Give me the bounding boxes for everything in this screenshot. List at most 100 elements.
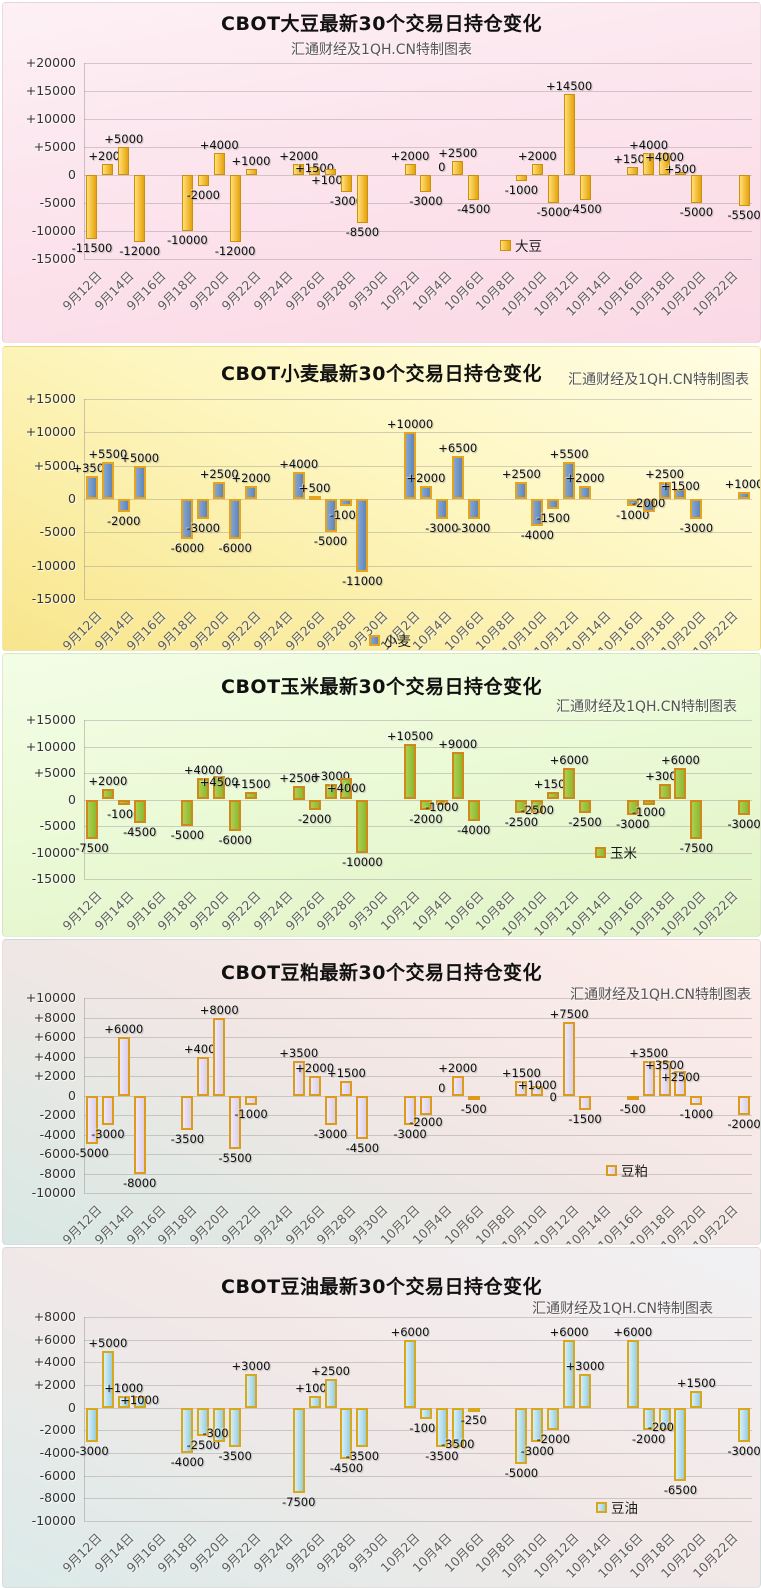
bar-value-label: +1500 <box>660 479 700 494</box>
gridline <box>84 1096 752 1097</box>
bar-10月16日 <box>626 799 639 816</box>
bar-9月15日 <box>134 175 146 243</box>
bar-9月19日 <box>197 499 210 519</box>
bar-9月13日 <box>101 1351 114 1408</box>
bar-10月12日 <box>563 1339 576 1408</box>
bar-10月18日 <box>659 152 671 175</box>
bar-value-label: +1500 <box>326 1065 366 1080</box>
bar-value-label: -4000 <box>520 527 554 542</box>
bar-9月15日 <box>133 799 146 824</box>
y-axis-tick-label: -2000 <box>39 1422 76 1437</box>
bar-10月16日 <box>626 1339 639 1408</box>
bar-value-label: -12000 <box>214 244 256 259</box>
bar-value-label: -2000 <box>297 812 332 827</box>
gridline <box>84 1453 752 1454</box>
bar-9月25日 <box>292 786 305 800</box>
bar-value-label: -1000 <box>679 1107 714 1122</box>
bar-10月9日 <box>515 1080 528 1096</box>
gridline <box>84 499 752 500</box>
bar-value-label: -2000 <box>107 514 141 529</box>
bar-value-label: +1000 <box>120 1393 160 1408</box>
bar-value-label: -3000 <box>91 1126 125 1141</box>
bar-value-label: -2000 <box>727 1117 761 1131</box>
bar-value-label: -3000 <box>329 193 364 208</box>
y-axis-tick-label: +2000 <box>33 1068 76 1083</box>
bar-value-label: +2000 <box>438 1061 478 1075</box>
y-axis-tick-label: -10000 <box>31 223 76 238</box>
y-axis-tick-label: +10000 <box>25 424 76 439</box>
bar-value-label: -10000 <box>341 854 383 869</box>
bar-10月6日 <box>467 799 480 821</box>
bar-10月23日 <box>738 799 751 816</box>
bar-10月2日 <box>404 163 416 175</box>
bar-9月27日 <box>325 169 337 175</box>
bar-9月22日 <box>245 791 257 800</box>
bar-9月21日 <box>229 1407 242 1448</box>
bar-value-label: -8000 <box>122 1175 157 1190</box>
bar-value-label: +2500 <box>279 771 319 786</box>
bar-10月18日 <box>658 1407 671 1431</box>
bar-10月13日 <box>579 175 591 201</box>
gridline <box>84 231 752 232</box>
bar-value-label: -3000 <box>393 1126 427 1141</box>
bar-value-label: -3500 <box>218 1449 252 1464</box>
gridline <box>84 1430 752 1431</box>
bar-9月18日 <box>181 499 194 539</box>
bar-10月12日 <box>563 1022 576 1096</box>
bar-9月29日 <box>356 175 368 223</box>
bar-value-label: +4000 <box>183 763 223 778</box>
y-axis-line <box>84 998 85 1193</box>
bar-value-label: -5500 <box>218 1151 252 1166</box>
bar-value-label: +4000 <box>629 137 669 152</box>
bar-value-label: -2000 <box>409 1114 443 1129</box>
bar-10月18日 <box>658 482 671 499</box>
bar-value-label: +2500 <box>199 467 239 482</box>
gridline <box>84 566 752 567</box>
bar-9月27日 <box>324 499 337 533</box>
y-axis-tick-label: +5000 <box>33 139 76 154</box>
bar-value-label: -500 <box>619 1102 646 1117</box>
bar-value-label: -1000 <box>329 507 364 522</box>
gridline <box>84 1498 752 1499</box>
bar-9月26日 <box>308 495 321 500</box>
bar-9月18日 <box>181 799 194 826</box>
bar-10月17日 <box>643 152 655 175</box>
bar-value-label: -6000 <box>218 541 252 555</box>
legend-label: 豆粕 <box>621 1164 648 1180</box>
bar-value-label: +2000 <box>279 148 319 163</box>
bar-value-label: +4000 <box>199 137 239 152</box>
y-axis-tick-label: +6000 <box>33 1332 76 1347</box>
bar-value-label: +2000 <box>565 470 605 485</box>
bar-value-label: +4000 <box>645 149 684 164</box>
bar-9月29日 <box>356 799 369 853</box>
bar-value-label: -5000 <box>170 828 205 842</box>
bar-10月6日 <box>468 175 480 201</box>
legend-swatch <box>606 1164 617 1176</box>
bar-9月20日 <box>213 775 226 800</box>
bar-10月6日 <box>467 1095 480 1101</box>
bar-value-label: +1000 <box>231 154 271 169</box>
y-axis-line <box>84 63 85 259</box>
bar-9月14日 <box>117 499 130 513</box>
gridline <box>84 432 752 433</box>
gridline <box>84 879 752 880</box>
gridline <box>84 1115 752 1116</box>
legend-soybean: 大豆 <box>500 235 542 255</box>
bar-9月20日 <box>213 152 225 175</box>
gridline <box>84 1135 752 1136</box>
gridline <box>84 826 752 827</box>
bar-10月20日 <box>690 499 703 519</box>
bar-10月23日 <box>738 175 750 206</box>
bar-value-label: +1500 <box>613 151 653 166</box>
bar-value-label: -3000 <box>679 521 714 535</box>
gridline <box>84 747 752 748</box>
bar-9月12日 <box>85 799 98 840</box>
bar-value-label: -250 <box>460 1412 487 1427</box>
bar-value-label: +6000 <box>613 1324 653 1339</box>
bar-10月2日 <box>404 743 417 800</box>
gridline <box>84 1362 752 1363</box>
y-axis-tick-label: +15000 <box>25 83 76 98</box>
y-axis-line <box>84 1317 85 1521</box>
bar-9月26日 <box>309 166 321 175</box>
bar-10月16日 <box>627 166 639 175</box>
